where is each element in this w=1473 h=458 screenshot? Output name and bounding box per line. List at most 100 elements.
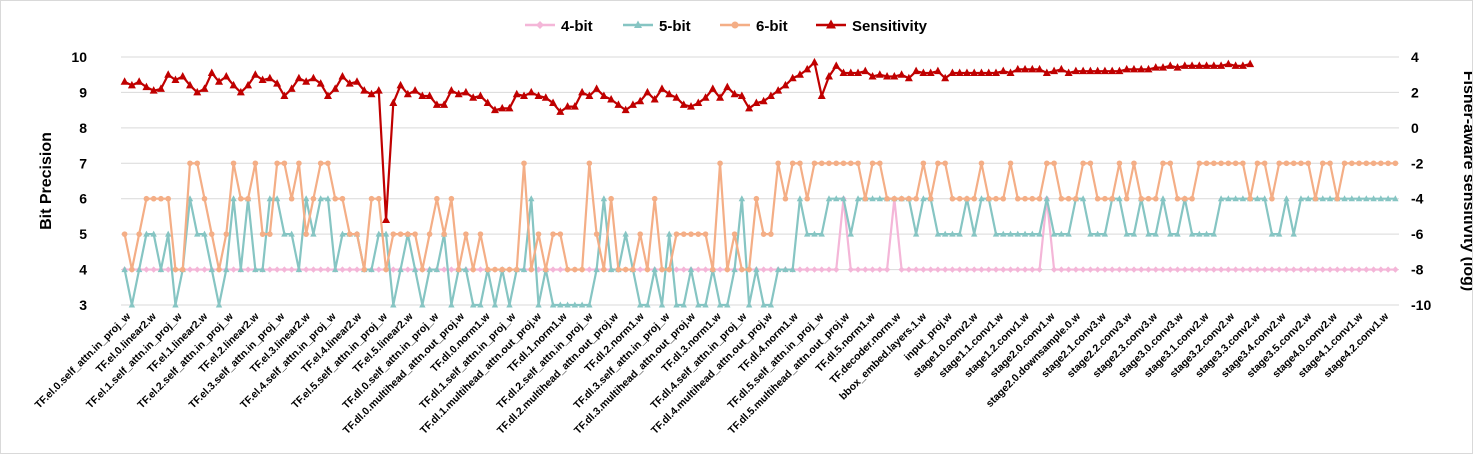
data-point-sensitivity xyxy=(926,68,935,76)
data-point-6-bit xyxy=(651,195,658,202)
data-point-5-bit xyxy=(782,266,789,273)
data-point-5-bit xyxy=(1341,195,1348,202)
data-point-6-bit xyxy=(1392,160,1399,167)
data-point-4-bit xyxy=(1188,266,1196,273)
data-point-sensitivity xyxy=(962,68,971,76)
data-point-6-bit xyxy=(201,195,208,202)
data-point-6-bit xyxy=(593,231,600,237)
data-point-4-bit xyxy=(1101,266,1109,273)
series-5-bit xyxy=(121,195,1399,308)
data-point-6-bit xyxy=(1123,195,1130,202)
data-point-5-bit xyxy=(644,301,651,308)
data-point-5-bit xyxy=(1021,230,1029,237)
data-point-sensitivity xyxy=(592,84,601,92)
data-point-5-bit xyxy=(215,301,223,308)
data-point-5-bit xyxy=(332,266,339,273)
data-point-6-bit xyxy=(942,160,948,167)
data-point-6-bit xyxy=(1131,160,1137,167)
data-point-sensitivity xyxy=(498,103,507,112)
series-line-sensitivity xyxy=(124,61,1251,222)
data-point-4-bit xyxy=(1246,266,1254,273)
y-tick-label-right: 4 xyxy=(1411,49,1419,65)
data-point-sensitivity xyxy=(200,84,209,92)
data-point-6-bit xyxy=(1058,195,1065,202)
data-point-4-bit xyxy=(833,266,840,273)
series-6-bit xyxy=(121,160,1399,273)
series-line-5-bit xyxy=(123,197,1396,307)
data-point-sensitivity xyxy=(331,84,340,92)
data-point-6-bit xyxy=(288,195,295,202)
data-point-4-bit xyxy=(1014,266,1021,273)
data-point-6-bit xyxy=(208,231,215,237)
data-point-sensitivity xyxy=(273,79,282,87)
data-point-6-bit xyxy=(1109,195,1115,202)
data-point-sensitivity xyxy=(1108,66,1117,75)
data-point-4-bit xyxy=(288,266,295,273)
data-point-4-bit xyxy=(1261,266,1268,273)
data-point-sensitivity xyxy=(549,98,558,107)
y-tick-label-right: 0 xyxy=(1411,120,1419,136)
data-point-5-bit xyxy=(557,301,564,308)
data-point-6-bit xyxy=(405,231,411,237)
data-point-6-bit xyxy=(710,266,716,273)
data-point-sensitivity xyxy=(287,84,296,92)
data-point-6-bit xyxy=(492,266,498,273)
data-point-5-bit xyxy=(1043,195,1051,202)
data-point-6-bit xyxy=(1189,195,1195,202)
data-point-6-bit xyxy=(267,231,273,237)
data-point-sensitivity xyxy=(839,68,848,76)
data-point-6-bit xyxy=(1181,195,1188,202)
data-point-6-bit xyxy=(680,231,687,237)
data-point-sensitivity xyxy=(527,87,536,96)
data-point-sensitivity xyxy=(904,73,913,82)
data-point-5-bit xyxy=(869,195,876,202)
data-point-5-bit xyxy=(564,301,571,308)
data-point-5-bit xyxy=(796,195,804,202)
data-point-6-bit xyxy=(325,160,331,167)
data-point-5-bit xyxy=(767,301,775,308)
data-point-5-bit xyxy=(419,301,426,308)
data-point-sensitivity xyxy=(1238,61,1247,69)
data-point-5-bit xyxy=(716,301,724,308)
data-point-6-bit xyxy=(993,195,999,202)
data-point-sensitivity xyxy=(294,73,303,82)
data-point-sensitivity xyxy=(832,61,841,69)
data-point-6-bit xyxy=(470,266,476,273)
data-point-sensitivity xyxy=(1028,64,1037,73)
data-point-5-bit xyxy=(462,266,470,273)
data-point-6-bit xyxy=(230,160,237,167)
data-point-4-bit xyxy=(164,266,172,273)
data-point-5-bit xyxy=(876,195,884,202)
data-point-5-bit xyxy=(208,266,215,273)
data-point-5-bit xyxy=(1203,230,1210,237)
data-point-5-bit xyxy=(375,230,382,237)
data-point-5-bit xyxy=(745,301,753,308)
data-point-4-bit xyxy=(1370,266,1377,273)
data-point-sensitivity xyxy=(469,93,478,101)
data-point-4-bit xyxy=(1363,266,1370,273)
data-point-5-bit xyxy=(273,195,281,202)
data-point-4-bit xyxy=(680,266,687,273)
data-point-4-bit xyxy=(1392,266,1399,273)
data-point-sensitivity xyxy=(1115,66,1124,75)
y-tick-label-right: -8 xyxy=(1411,262,1424,278)
data-point-6-bit xyxy=(1102,195,1108,202)
data-point-5-bit xyxy=(1384,195,1392,202)
data-point-6-bit xyxy=(586,160,593,167)
data-point-6-bit xyxy=(1232,160,1239,167)
data-point-5-bit xyxy=(426,266,433,273)
data-point-sensitivity xyxy=(803,64,812,73)
data-point-sensitivity xyxy=(781,80,790,89)
data-point-6-bit xyxy=(463,231,469,237)
data-point-4-bit xyxy=(1377,266,1385,273)
data-point-sensitivity xyxy=(1209,61,1218,69)
data-point-4-bit xyxy=(898,266,905,273)
data-point-6-bit xyxy=(884,195,890,202)
data-point-sensitivity xyxy=(1129,64,1138,73)
data-point-sensitivity xyxy=(1151,63,1160,71)
data-point-5-bit xyxy=(237,266,245,273)
data-point-sensitivity xyxy=(454,89,463,98)
data-point-6-bit xyxy=(811,160,818,167)
data-point-sensitivity xyxy=(817,91,826,99)
data-point-6-bit xyxy=(317,160,324,167)
